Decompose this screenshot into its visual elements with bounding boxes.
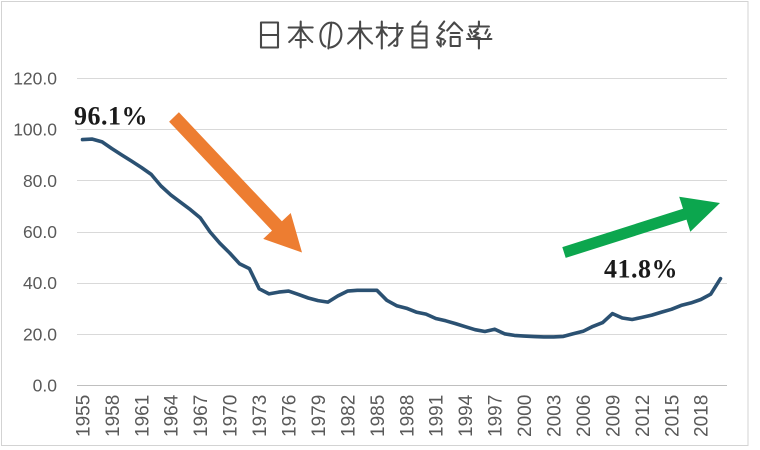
svg-text:1967: 1967	[191, 395, 212, 437]
svg-text:1970: 1970	[221, 395, 242, 437]
svg-text:20.0: 20.0	[23, 324, 57, 344]
svg-text:1955: 1955	[73, 395, 94, 437]
svg-text:2006: 2006	[574, 395, 595, 437]
svg-text:2003: 2003	[545, 395, 566, 437]
svg-text:1976: 1976	[280, 395, 301, 437]
svg-text:1994: 1994	[456, 394, 477, 437]
svg-text:2000: 2000	[515, 395, 536, 437]
svg-text:60.0: 60.0	[23, 222, 57, 242]
svg-text:1982: 1982	[338, 395, 359, 437]
svg-text:2009: 2009	[603, 395, 624, 437]
svg-text:1979: 1979	[309, 395, 330, 437]
svg-text:96.1%: 96.1%	[74, 102, 148, 131]
svg-text:40.0: 40.0	[23, 273, 57, 293]
svg-text:41.8%: 41.8%	[604, 255, 678, 284]
svg-text:1997: 1997	[486, 395, 507, 437]
svg-text:1964: 1964	[162, 394, 183, 437]
svg-text:100.0: 100.0	[13, 120, 57, 140]
svg-text:1961: 1961	[132, 395, 153, 437]
svg-text:1973: 1973	[250, 395, 271, 437]
svg-text:120.0: 120.0	[13, 69, 57, 89]
svg-text:2018: 2018	[692, 395, 713, 437]
svg-text:1985: 1985	[368, 395, 389, 437]
svg-text:0.0: 0.0	[33, 376, 58, 396]
svg-text:1958: 1958	[103, 395, 124, 437]
svg-text:80.0: 80.0	[23, 171, 57, 191]
svg-text:2015: 2015	[662, 395, 683, 437]
svg-text:2012: 2012	[633, 395, 654, 437]
svg-text:1991: 1991	[427, 395, 448, 437]
svg-text:1988: 1988	[397, 395, 418, 437]
